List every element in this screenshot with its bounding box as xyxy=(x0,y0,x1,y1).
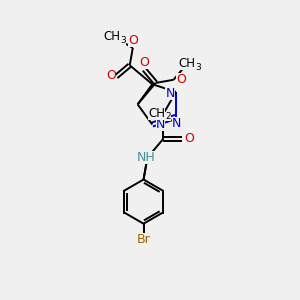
Text: 2: 2 xyxy=(165,112,171,121)
Text: N: N xyxy=(165,87,175,100)
Text: N: N xyxy=(156,118,165,131)
Text: CH: CH xyxy=(179,57,196,70)
Text: O: O xyxy=(184,132,194,145)
Text: N: N xyxy=(172,117,181,130)
Text: O: O xyxy=(139,56,149,68)
Text: 3: 3 xyxy=(195,63,201,72)
Text: Br: Br xyxy=(137,232,150,245)
Text: CH: CH xyxy=(148,107,166,120)
Text: CH: CH xyxy=(103,30,120,43)
Text: O: O xyxy=(128,34,138,47)
Text: NH: NH xyxy=(136,151,155,164)
Text: O: O xyxy=(176,73,186,86)
Text: 3: 3 xyxy=(120,36,126,45)
Text: O: O xyxy=(106,69,116,82)
